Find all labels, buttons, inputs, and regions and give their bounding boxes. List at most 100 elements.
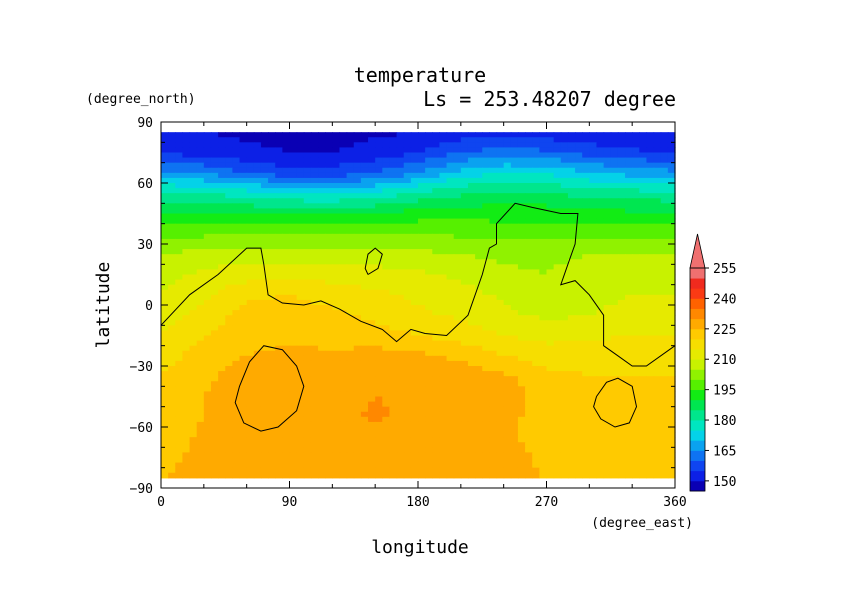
heat-cell [318, 320, 326, 326]
heat-cell [425, 254, 433, 260]
heat-cell [239, 218, 248, 225]
heat-cell [232, 294, 241, 301]
heat-cell [246, 350, 255, 357]
heat-cell [439, 432, 448, 438]
heat-cell [510, 432, 519, 438]
heat-cell [289, 350, 298, 357]
heat-cell [203, 193, 212, 199]
heat-cell [625, 167, 633, 174]
heat-cell [168, 162, 176, 169]
heat-cell [196, 366, 205, 372]
heat-cell [375, 193, 383, 199]
heat-cell [475, 162, 483, 169]
heat-cell [467, 421, 476, 428]
heat-cell [525, 279, 533, 286]
heat-cell [503, 360, 512, 367]
heat-cell [639, 228, 648, 235]
heat-cell [425, 381, 433, 387]
heat-cell [396, 157, 405, 164]
heat-cell [346, 472, 355, 479]
heat-cell [625, 442, 633, 448]
heat-cell [553, 305, 562, 311]
heat-cell [482, 172, 490, 179]
heat-cell [303, 299, 312, 306]
heat-cell [632, 371, 640, 377]
heat-cell [667, 421, 676, 428]
heat-cell [553, 274, 562, 281]
heat-cell [168, 330, 176, 337]
heat-cell [418, 376, 426, 382]
heat-cell [610, 416, 619, 423]
heat-cell [660, 376, 669, 382]
heat-cell [639, 437, 648, 443]
heat-cell [453, 452, 462, 459]
heat-cell [646, 233, 655, 240]
heat-cell [239, 203, 248, 210]
heat-cell [446, 345, 455, 352]
heat-cell [325, 198, 333, 204]
heat-cell [396, 330, 405, 337]
heat-cell [489, 274, 498, 281]
heat-cell [382, 447, 391, 454]
heat-cell [296, 177, 305, 184]
heat-cell [210, 315, 219, 321]
heat-cell [546, 223, 555, 230]
heat-cell [360, 167, 369, 174]
heat-cell [325, 132, 333, 138]
heat-cell [353, 147, 362, 154]
heat-cell [496, 177, 505, 184]
heat-cell [268, 427, 276, 433]
heat-cell [346, 233, 355, 240]
heat-cell [560, 371, 569, 377]
heat-cell [503, 264, 512, 271]
heat-cell [560, 376, 569, 382]
heat-cell [653, 157, 662, 164]
heat-cell [553, 325, 562, 332]
heat-cell [489, 345, 498, 352]
heat-cell [503, 345, 512, 352]
heat-cell [532, 254, 540, 260]
heat-cell [496, 472, 505, 479]
heat-cell [460, 132, 469, 138]
heat-cell [418, 208, 426, 215]
heat-cell [546, 432, 555, 438]
heat-cell [282, 213, 291, 220]
heat-cell [346, 335, 355, 342]
heat-cell [653, 233, 662, 240]
heat-cell [303, 320, 312, 326]
heat-cell [275, 147, 283, 154]
heat-cell [575, 147, 583, 154]
heat-cell [389, 462, 398, 469]
heat-cell [660, 289, 669, 296]
heat-cell [325, 172, 333, 179]
heat-cell [610, 289, 619, 296]
heat-cell [346, 340, 355, 347]
heat-cell [332, 396, 341, 403]
heat-cell [553, 391, 562, 398]
heat-cell [560, 289, 569, 296]
heat-cell [517, 335, 526, 342]
heat-cell [260, 274, 269, 281]
heat-cell [496, 355, 505, 362]
heat-cell [296, 188, 305, 194]
heat-cell [632, 238, 640, 245]
heat-cell [467, 228, 476, 235]
heat-cell [667, 452, 676, 459]
heat-cell [318, 360, 326, 367]
heat-cell [453, 269, 462, 276]
heat-cell [289, 137, 298, 143]
heat-cell [617, 371, 626, 377]
heat-cell [532, 360, 540, 367]
heat-cell [489, 355, 498, 362]
heat-cell [625, 233, 633, 240]
heat-cell [203, 274, 212, 281]
heat-cell [582, 421, 590, 428]
heat-cell [560, 366, 569, 372]
heat-cell [218, 421, 226, 428]
heat-cell [275, 223, 283, 230]
heat-cell [225, 274, 233, 281]
heat-cell [260, 259, 269, 265]
heat-cell [253, 132, 262, 138]
heat-cell [410, 335, 419, 342]
heat-cell [439, 345, 448, 352]
